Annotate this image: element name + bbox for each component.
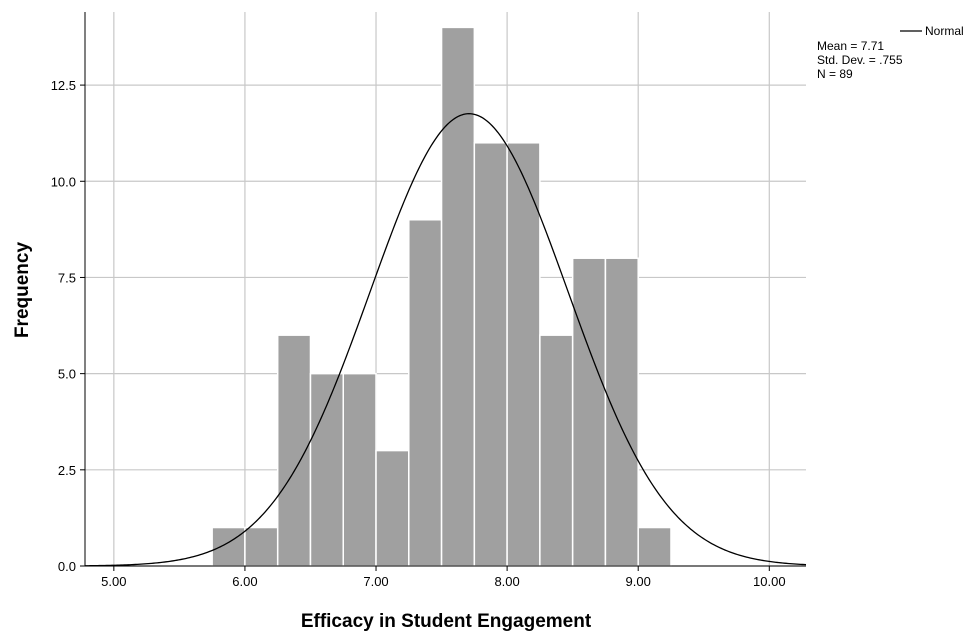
y-tick-label: 7.5 [58, 270, 76, 285]
normal-curve-layer [84, 113, 807, 567]
histogram-bar [375, 449, 410, 567]
histogram-bar [539, 334, 574, 567]
y-tick-label: 2.5 [58, 463, 76, 478]
histogram-bar [604, 257, 639, 567]
histogram-bar [342, 372, 377, 567]
histogram-bar [440, 26, 476, 567]
x-tick-label: 10.00 [753, 574, 786, 589]
y-tick-label: 10.0 [51, 174, 76, 189]
histogram-bar [473, 142, 508, 567]
legend-std-dev: Std. Dev. = .755 [817, 53, 903, 67]
x-tick-labels: 5.00 6.00 7.00 8.00 9.00 10.00 [101, 574, 785, 589]
y-tick-labels: 0.0 2.5 5.0 7.5 10.0 12.5 [51, 78, 76, 574]
x-tick-label: 5.00 [101, 574, 126, 589]
histogram-bar [637, 526, 672, 567]
histogram-bar [309, 372, 344, 567]
histogram-bar [244, 526, 279, 567]
axes [80, 12, 806, 571]
x-tick-label: 6.00 [232, 574, 257, 589]
y-tick-label: 0.0 [58, 559, 76, 574]
histogram-bar [506, 142, 541, 567]
histogram-bars [211, 26, 672, 567]
y-tick-label: 5.0 [58, 367, 76, 382]
y-axis-title: Frequency [12, 242, 33, 339]
legend: Normal Mean = 7.71 Std. Dev. = .755 N = … [817, 24, 964, 81]
histogram-bar [408, 219, 443, 567]
y-tick-label: 12.5 [51, 78, 76, 93]
x-tick-label: 7.00 [363, 574, 388, 589]
histogram-bar [211, 526, 246, 567]
x-tick-label: 9.00 [626, 574, 651, 589]
legend-mean: Mean = 7.71 [817, 39, 884, 53]
legend-normal-label: Normal [925, 24, 964, 38]
normal-curve [84, 113, 807, 567]
legend-n: N = 89 [817, 67, 853, 81]
histogram-bar [571, 257, 607, 567]
x-tick-label: 8.00 [494, 574, 519, 589]
x-axis-title: Efficacy in Student Engagement [301, 611, 592, 632]
